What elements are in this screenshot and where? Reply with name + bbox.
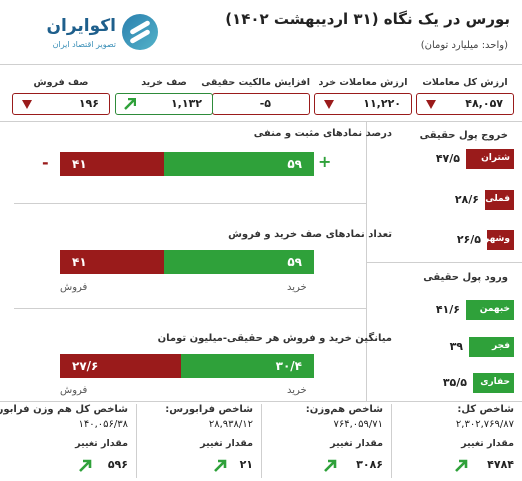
- money-out-row: شتران ۴۷/۵: [390, 149, 514, 169]
- header: بورس در یک نگاه (۳۱ اردیبهشت ۱۴۰۲) (واحد…: [0, 0, 522, 62]
- buy-caption: خرید: [287, 385, 307, 396]
- minus-sign: -: [42, 153, 49, 172]
- divider: [261, 404, 262, 478]
- logo: اکوایران تصویر اقتصاد ایران: [10, 12, 160, 56]
- logo-name: اکوایران: [46, 16, 117, 36]
- stat-sell-queue: صف فروش ۱۹۶: [12, 77, 110, 117]
- money-out-title: خروج پول حقیقی: [419, 130, 508, 141]
- divider: [391, 404, 392, 478]
- money-out-row: وشهر ۲۶/۵: [390, 230, 514, 250]
- buy-queue-bar: ۵۹: [164, 250, 314, 274]
- arrow-up-icon: [455, 459, 468, 472]
- sell-caption: فروش: [60, 385, 88, 396]
- negative-bar: ۴۱: [60, 152, 164, 176]
- divider: [366, 121, 367, 401]
- index-farabourse: شاخص فرابورس: ۲۸,۹۳۸/۱۲ مقدار تغییر ۲۱: [165, 404, 253, 472]
- divider: [366, 262, 522, 263]
- arrow-down-icon: [324, 100, 334, 109]
- money-in-row: خبهمن ۴۱/۶: [390, 300, 514, 320]
- index-total: شاخص کل: ۲,۳۰۲,۷۶۹/۸۷ مقدار تغییر ۴۷۸۴: [455, 404, 514, 472]
- index-farabourse-equal-weight: شاخص کل هم وزن فرابورس: ۱۴۰,۰۵۶/۳۸ مقدار…: [0, 404, 128, 472]
- divider: [0, 401, 522, 402]
- divider: [136, 404, 137, 478]
- money-in-row: حفاری ۳۵/۵: [390, 373, 514, 393]
- panel-queue-count-title: تعداد نمادهای صف خرید و فروش: [228, 229, 392, 240]
- sell-queue-bar: ۴۱: [60, 250, 164, 274]
- sell-caption: فروش: [60, 282, 88, 293]
- arrow-up-icon: [324, 459, 337, 472]
- logo-icon: [122, 14, 158, 50]
- index-equal-weight: شاخص هم‌وزن: ۷۶۴,۰۵۹/۷۱ مقدار تغییر ۳۰۸۶: [305, 404, 383, 472]
- page-title: بورس در یک نگاه (۳۱ اردیبهشت ۱۴۰۲): [225, 10, 510, 28]
- arrow-down-icon: [22, 100, 32, 109]
- logo-tagline: تصویر اقتصاد ایران: [52, 40, 116, 49]
- avg-sell-bar: ۲۷/۶: [60, 354, 181, 378]
- arrow-up-icon: [214, 459, 227, 472]
- panel-positive-negative-title: درصد نمادهای مثبت و منفی: [253, 128, 392, 139]
- arrow-up-icon: [124, 98, 136, 110]
- divider: [14, 203, 366, 204]
- divider: [0, 121, 522, 122]
- avg-buy-bar: ۳۰/۴: [181, 354, 314, 378]
- panel-avg-trade-title: میانگین خرید و فروش هر حقیقی-میلیون توما…: [157, 333, 392, 344]
- stat-buy-queue: صف خرید ۱,۱۳۲: [115, 77, 213, 117]
- money-out-row: فملی ۲۸/۶: [390, 190, 514, 210]
- divider: [14, 308, 366, 309]
- money-in-title: ورود پول حقیقی: [423, 272, 508, 283]
- stat-retail-value: ارزش معاملات خرد ۱۱,۲۲۰: [314, 77, 412, 117]
- arrow-down-icon: [426, 100, 436, 109]
- divider: [0, 64, 522, 65]
- positive-bar: ۵۹: [164, 152, 314, 176]
- unit-label: (واحد: میلیارد تومان): [420, 40, 508, 51]
- money-in-row: فجر ۳۹: [390, 337, 514, 357]
- plus-sign: +: [318, 152, 332, 171]
- stat-real-ownership: افزایش مالکیت حقیقی -۵: [201, 77, 310, 117]
- arrow-up-icon: [79, 459, 92, 472]
- buy-caption: خرید: [287, 282, 307, 293]
- stat-total-value: ارزش کل معاملات ۴۸,۰۵۷: [416, 77, 514, 117]
